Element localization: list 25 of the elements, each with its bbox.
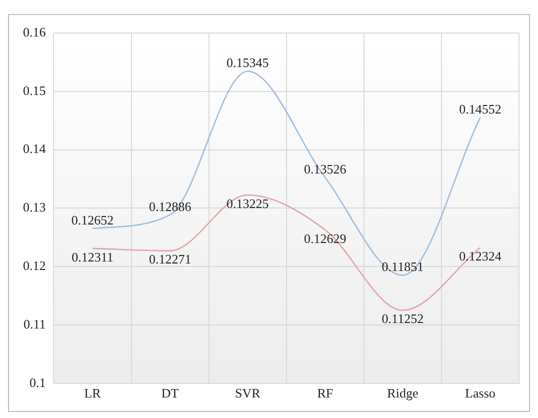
data-label: 0.11851 xyxy=(382,259,424,274)
y-tick-label: 0.15 xyxy=(23,82,46,98)
x-tick-label: RF xyxy=(317,386,334,401)
data-label: 0.12311 xyxy=(72,249,114,264)
data-label: 0.13225 xyxy=(226,196,269,211)
data-label: 0.11252 xyxy=(382,311,424,326)
x-tick-label: LR xyxy=(84,386,102,401)
data-label: 0.13526 xyxy=(304,161,347,176)
y-tick-label: 0.11 xyxy=(23,316,46,332)
x-tick-label: DT xyxy=(161,386,179,401)
y-tick-label: 0.13 xyxy=(23,200,46,215)
data-label: 0.15345 xyxy=(226,55,269,70)
x-tick-label: Ridge xyxy=(387,386,418,401)
data-label: 0.14552 xyxy=(459,101,502,116)
y-tick-label: 0.12 xyxy=(23,258,46,274)
y-tick-label: 0.16 xyxy=(23,24,46,40)
data-label: 0.12324 xyxy=(459,248,502,264)
y-tick-label: 0.1 xyxy=(30,374,46,390)
data-label: 0.12886 xyxy=(148,198,192,214)
y-tick-label: 0.14 xyxy=(23,141,46,156)
data-label: 0.12271 xyxy=(148,252,192,267)
x-tick-label: SVR xyxy=(234,386,261,401)
data-label: 0.12652 xyxy=(71,212,114,228)
data-label: 0.12629 xyxy=(304,230,346,246)
x-tick-label: Lasso xyxy=(465,386,496,401)
